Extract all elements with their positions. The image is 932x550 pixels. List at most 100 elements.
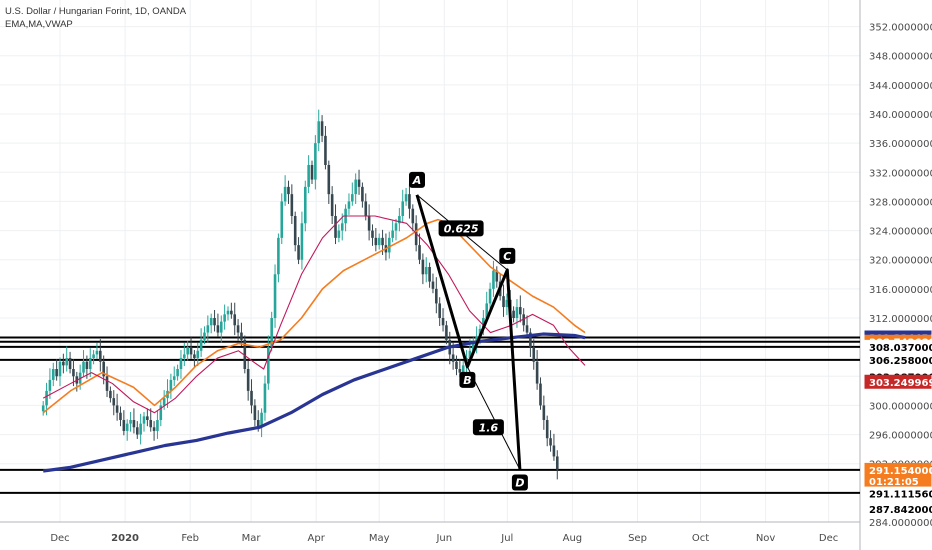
pattern-ratio-label: 1.6 [479,421,499,434]
candle-body [82,361,85,373]
candle-body [293,216,297,246]
candle-body [529,332,532,348]
candle-body [287,186,290,195]
x-tick-label: 2020 [111,533,139,544]
y-tick-label: 352.00000000 [869,23,932,34]
candle-body [152,427,156,431]
candle-body [159,405,163,420]
pattern-point-box [409,171,425,188]
candle-body [253,405,257,420]
candle-body [515,307,519,318]
y-tick-label: 340.00000000 [869,110,932,121]
candle-body [330,194,334,216]
candle-body [303,186,307,224]
candle-body [176,369,179,377]
x-tick-label: Jul [500,533,513,544]
candle-body [545,420,549,439]
candle-body [223,314,226,322]
candle-body [421,259,425,275]
symbol-title[interactable]: U.S. Dollar / Hungarian Forint, 1D, OAND… [5,6,187,17]
candle-body [424,267,428,275]
candle-body [139,423,142,435]
pattern-point-box [499,247,516,264]
candle-body [273,274,277,318]
pattern-ratio-box [438,220,484,237]
candle-body [458,369,462,373]
grid-lines [0,0,860,523]
indicator-list[interactable]: EMA,MA,VWAP [5,19,73,30]
candle-body [260,412,263,428]
candle-body [250,390,253,406]
candle-body [431,281,435,289]
candle-body [340,223,344,231]
candle-body [364,201,368,216]
pattern-point-label: C [503,250,511,263]
horizontal-levels [0,336,860,494]
candle-body [522,314,525,326]
candle-body [555,456,559,470]
candle-body [209,318,213,326]
x-tick-label: Dec [819,533,838,544]
candle-body [401,201,405,216]
x-tick-label: Sep [628,533,647,544]
candle-body [468,350,472,359]
candle-body [246,369,250,391]
candle-body [488,288,492,304]
candle-body [290,194,294,216]
candle-body [441,318,445,326]
candle-body [310,165,314,180]
y-tick-label: 320.00000000 [869,256,932,267]
price-label-box [864,352,932,367]
candle-body [88,358,92,369]
candle-body [552,445,556,457]
candle-body [58,361,62,377]
candle-body [129,420,132,424]
candle-body [361,186,364,202]
candle-body [213,318,216,326]
candle-body [451,354,455,362]
candle-body [183,354,186,359]
candle-body [193,354,196,359]
candle-body [367,216,371,231]
pattern-legs [415,194,522,470]
candle-body [196,350,200,359]
candle-body [398,216,401,224]
harmonic-pattern: A B C D 0.625 1.6 [409,171,528,491]
candle-body [142,416,146,424]
candle-body [41,405,45,412]
candle-body [317,121,321,144]
y-tick-label: 332.00000000 [869,168,932,179]
candle-body [135,427,139,435]
candle-body [277,237,280,275]
candle-body [230,310,233,315]
candle-body [535,361,539,384]
candle-body [109,390,112,399]
candle-body [485,303,489,318]
y-tick-label: 316.00000000 [869,285,932,296]
candle-body [65,358,69,366]
candle-body [502,296,505,308]
x-tick-label: Nov [756,533,776,544]
pattern-point-box [459,371,476,388]
candle-body [438,303,441,318]
candle-body [495,270,499,282]
candle-body [314,143,317,180]
candle-body [461,365,465,373]
candle-body [99,350,102,362]
candle-body [270,318,273,348]
candle-body [236,325,240,333]
candle-body [519,307,522,315]
candle-body [216,325,220,333]
y-tick-label: 324.00000000 [869,227,932,238]
candle-body [351,194,354,202]
chart-legend: U.S. Dollar / Hungarian Forint, 1D, OAND… [5,5,186,31]
candle-body [122,420,126,431]
candle-body [72,369,75,377]
candle-body [45,390,48,406]
candle-body [482,318,485,329]
candle-body [387,237,391,253]
x-tick-label: Jun [435,533,452,544]
candle-body [418,245,421,260]
price-label-text: 01:21:05 [869,477,919,488]
